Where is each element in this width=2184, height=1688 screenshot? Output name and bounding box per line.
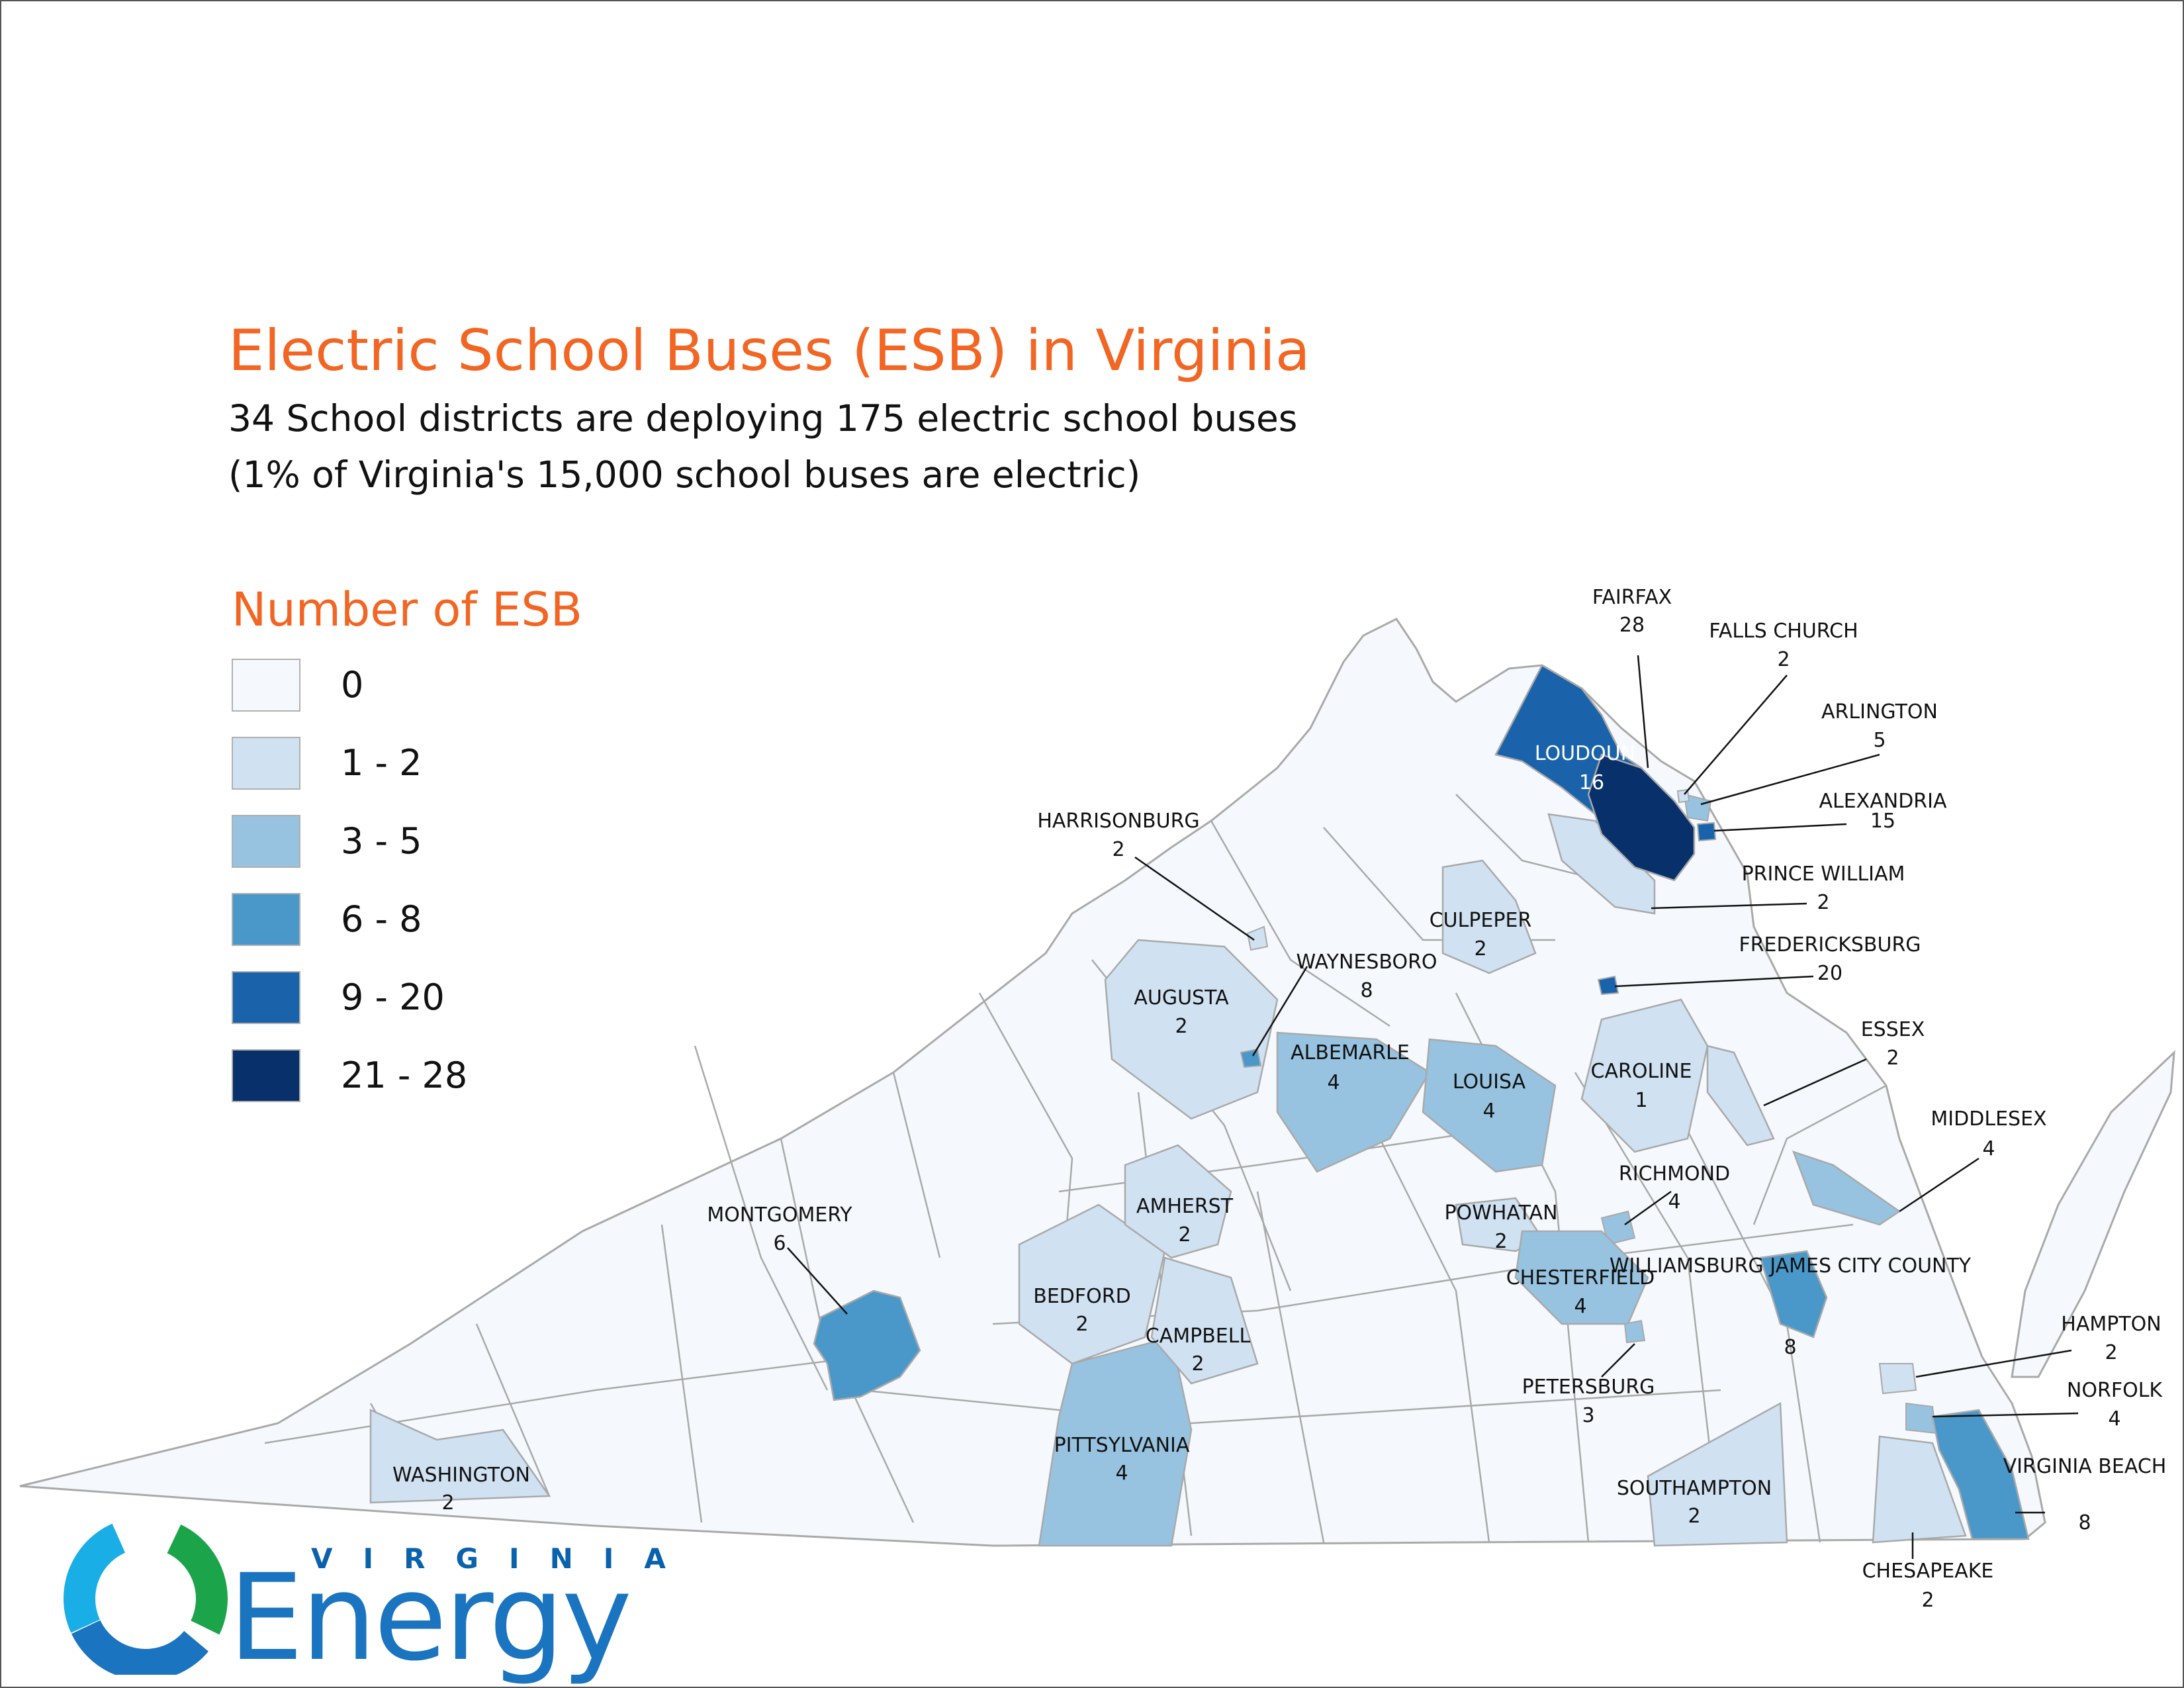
label-bedford: BEDFORD 2 xyxy=(1033,1285,1130,1336)
county-williamsburg-jcc xyxy=(1759,1250,1828,1338)
label-arlington: ARLINGTON 5 xyxy=(1821,700,1938,752)
label-virginia-beach: VIRGINIA BEACH 8 xyxy=(2003,1455,2167,1534)
county-waynesboro xyxy=(1240,1048,1262,1068)
label-fredericksburg: FREDERICKSBURG 20 xyxy=(1739,933,1921,985)
county-essex xyxy=(1706,1045,1775,1147)
label-washington: WASHINGTON 2 xyxy=(392,1464,530,1515)
label-southampton: SOUTHAMPTON 2 xyxy=(1617,1477,1772,1528)
legend-swatch xyxy=(232,815,300,868)
subtitle-line-1: 34 School districts are deploying 175 el… xyxy=(228,397,1298,440)
legend-swatch xyxy=(232,659,300,712)
legend-label: 21 - 28 xyxy=(341,1055,468,1096)
label-waynesboro: WAYNESBORO 8 xyxy=(1296,951,1437,1002)
legend-label: 3 - 5 xyxy=(341,820,422,862)
county-louisa xyxy=(1422,1038,1557,1173)
county-campbell xyxy=(1150,1256,1259,1385)
label-harrisonburg: HARRISONBURG 2 xyxy=(1037,810,1199,861)
legend-label: 1 - 2 xyxy=(341,742,422,784)
county-harrisonburg xyxy=(1246,925,1269,951)
virginia-state-outline xyxy=(19,618,2046,1547)
eastern-shore xyxy=(2011,1050,2175,1378)
label-alexandria: ALEXANDRIA 15 xyxy=(1819,790,1947,833)
county-fredericksburg xyxy=(1597,975,1619,996)
label-falls-church: FALLS CHURCH 2 xyxy=(1709,620,1858,671)
county-albemarle xyxy=(1276,1031,1431,1173)
county-virginia-beach xyxy=(1931,1409,2030,1540)
label-pittsylvania: PITTSYLVANIA 4 xyxy=(1054,1434,1190,1485)
label-campbell: CAMPBELL 2 xyxy=(1146,1325,1251,1376)
label-amherst: AMHERST 2 xyxy=(1136,1195,1234,1246)
county-southampton xyxy=(1647,1401,1788,1547)
county-bedford xyxy=(1018,1203,1166,1365)
county-hampton xyxy=(1878,1363,1917,1395)
legend-swatch xyxy=(232,1049,300,1102)
label-augusta: AUGUSTA 2 xyxy=(1134,986,1229,1038)
label-montgomery: MONTGOMERY 6 xyxy=(707,1203,852,1255)
logo-virginia-text: VIRGINIA xyxy=(311,1542,696,1575)
county-caroline xyxy=(1580,998,1709,1153)
leader-lines xyxy=(787,655,2079,1559)
label-middlesex: MIDDLESEX 4 xyxy=(1931,1107,2046,1160)
label-norfolk: NORFOLK 4 xyxy=(2067,1379,2163,1430)
legend-swatch xyxy=(232,971,300,1024)
label-richmond: RICHMOND 4 xyxy=(1619,1162,1730,1213)
county-middlesex xyxy=(1792,1150,1901,1226)
county-petersburg xyxy=(1623,1319,1646,1344)
county-arlington xyxy=(1683,793,1712,822)
county-alexandria xyxy=(1696,821,1717,842)
label-hampton: HAMPTON 2 xyxy=(2061,1313,2161,1364)
county-amherst xyxy=(1124,1144,1232,1259)
label-fairfax: FAIRFAX 28 xyxy=(1592,586,1672,637)
legend-title: Number of ESB xyxy=(232,583,582,637)
label-loudoun: LOUDOUN 16 xyxy=(1535,742,1635,794)
label-chesterfield: CHESTERFIELD 4 xyxy=(1506,1266,1655,1318)
legend-label: 9 - 20 xyxy=(341,976,445,1018)
label-powhatan: POWHATAN 2 xyxy=(1444,1201,1557,1253)
county-washington xyxy=(369,1409,551,1504)
label-prince-william: PRINCE WILLIAM 2 xyxy=(1742,863,1905,914)
legend-swatch xyxy=(232,737,300,790)
county-montgomery xyxy=(813,1289,921,1401)
county-norfolk xyxy=(1905,1402,1937,1434)
county-culpeper xyxy=(1441,859,1537,974)
label-chesapeake: CHESAPEAKE 2 xyxy=(1862,1560,1994,1612)
legend-label: 0 xyxy=(341,664,364,706)
legend-label: 6 - 8 xyxy=(341,898,422,940)
subtitle-line-2: (1% of Virginia's 15,000 school buses ar… xyxy=(228,453,1141,496)
county-borders xyxy=(264,794,1887,1543)
legend-swatch xyxy=(232,893,300,946)
county-chesapeake xyxy=(1872,1435,1967,1544)
county-fairfax xyxy=(1587,753,1696,882)
virginia-energy-logo: VIRGINIA Energy xyxy=(63,1523,666,1687)
label-essex: ESSEX 2 xyxy=(1861,1018,1925,1070)
label-williamsburg-jcc: WILLIAMSBURG JAMES CITY COUNTY 8 xyxy=(1610,1254,1972,1359)
label-albemarle: ALBEMARLE 4 xyxy=(1291,1041,1410,1094)
label-louisa: LOUISA 4 xyxy=(1453,1070,1526,1123)
county-prince-william xyxy=(1547,813,1656,915)
logo-energy-text: Energy xyxy=(228,1549,632,1687)
label-caroline: CAROLINE 1 xyxy=(1591,1060,1692,1112)
label-culpeper: CULPEPER 2 xyxy=(1430,909,1532,961)
logo-mark-icon xyxy=(63,1523,228,1675)
county-augusta xyxy=(1104,939,1279,1120)
label-petersburg: PETERSBURG 3 xyxy=(1522,1376,1655,1427)
district-labels: FAIRFAX 28 FALLS CHURCH 2 ARLINGTON 5 ALEXA… xyxy=(392,586,2166,1612)
map-title: Electric School Buses (ESB) in Virginia xyxy=(228,318,1310,384)
